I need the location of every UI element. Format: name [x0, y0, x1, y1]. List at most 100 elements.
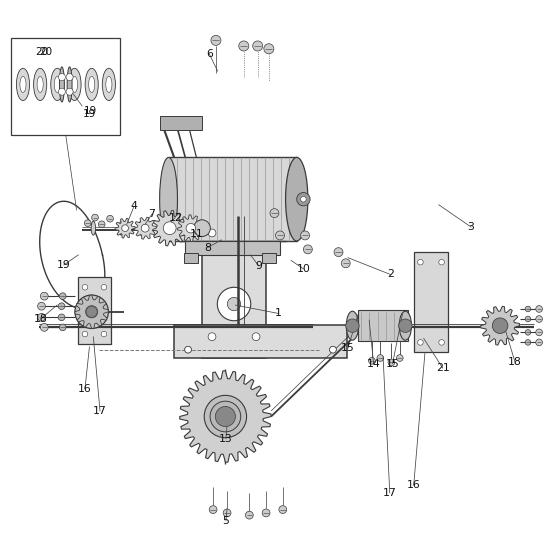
Circle shape [396, 354, 403, 361]
Circle shape [82, 332, 88, 337]
Text: 16: 16 [78, 384, 92, 394]
Polygon shape [75, 295, 109, 329]
Circle shape [301, 231, 310, 240]
Ellipse shape [346, 311, 358, 340]
Circle shape [525, 316, 531, 322]
Polygon shape [115, 218, 135, 238]
Ellipse shape [88, 76, 95, 92]
Circle shape [439, 339, 445, 345]
Circle shape [227, 297, 241, 311]
Text: 21: 21 [436, 363, 450, 373]
Circle shape [346, 319, 359, 333]
Ellipse shape [91, 221, 96, 235]
Polygon shape [152, 211, 188, 246]
Circle shape [141, 224, 149, 232]
Circle shape [59, 293, 66, 300]
Circle shape [40, 292, 48, 300]
Circle shape [297, 193, 310, 206]
Circle shape [262, 509, 270, 517]
Ellipse shape [37, 76, 43, 92]
Circle shape [66, 88, 73, 95]
Circle shape [439, 259, 445, 265]
Circle shape [86, 306, 97, 318]
Ellipse shape [54, 76, 60, 92]
Text: 17: 17 [383, 488, 396, 498]
Text: 19: 19 [83, 109, 96, 119]
Text: 20: 20 [40, 47, 53, 57]
Text: 15: 15 [341, 343, 355, 353]
Bar [11, 38, 120, 135]
Circle shape [207, 398, 244, 436]
Circle shape [216, 407, 235, 427]
Text: 19: 19 [57, 260, 71, 270]
Text: 7: 7 [148, 209, 155, 220]
Text: 19: 19 [84, 106, 97, 116]
Text: 4: 4 [130, 202, 137, 212]
Circle shape [58, 303, 65, 310]
Text: 20: 20 [35, 47, 48, 57]
Circle shape [245, 511, 253, 519]
Text: 13: 13 [219, 434, 233, 444]
Text: 14: 14 [367, 358, 380, 368]
Ellipse shape [59, 67, 64, 102]
Circle shape [264, 44, 274, 54]
Ellipse shape [20, 76, 26, 92]
Circle shape [330, 346, 336, 353]
Circle shape [399, 319, 412, 333]
Bar [78, 277, 111, 344]
Text: 11: 11 [189, 229, 203, 239]
Circle shape [185, 346, 192, 353]
Circle shape [252, 333, 260, 340]
Circle shape [164, 222, 176, 235]
Text: 18: 18 [34, 314, 47, 324]
Text: 6: 6 [206, 49, 213, 59]
Text: 18: 18 [508, 357, 522, 367]
Bar [202, 216, 266, 358]
Circle shape [418, 339, 423, 345]
Circle shape [58, 314, 65, 321]
Circle shape [276, 231, 284, 240]
Ellipse shape [68, 68, 81, 100]
Ellipse shape [16, 68, 30, 100]
Circle shape [122, 225, 128, 231]
Circle shape [368, 357, 375, 364]
Bar [358, 310, 408, 341]
Text: 10: 10 [296, 264, 310, 274]
Ellipse shape [72, 76, 78, 92]
Text: 2: 2 [387, 269, 394, 279]
Bar [174, 325, 347, 358]
Circle shape [525, 339, 531, 345]
Circle shape [493, 319, 507, 333]
Circle shape [301, 197, 306, 202]
Text: 8: 8 [204, 242, 211, 253]
Circle shape [86, 306, 98, 318]
Ellipse shape [119, 221, 123, 235]
Circle shape [101, 332, 107, 337]
Circle shape [209, 506, 217, 514]
Circle shape [59, 324, 66, 331]
Polygon shape [180, 371, 271, 462]
Polygon shape [480, 306, 520, 345]
Circle shape [66, 73, 73, 81]
Circle shape [341, 259, 350, 268]
Circle shape [536, 339, 543, 346]
Ellipse shape [67, 67, 72, 102]
Ellipse shape [102, 68, 115, 100]
Circle shape [194, 220, 211, 236]
Ellipse shape [160, 157, 178, 241]
Circle shape [92, 214, 99, 221]
Circle shape [536, 306, 543, 312]
Ellipse shape [286, 157, 308, 241]
Circle shape [82, 284, 88, 290]
Bar [184, 253, 198, 263]
Circle shape [388, 359, 395, 366]
Circle shape [377, 354, 384, 361]
Circle shape [536, 329, 543, 336]
Ellipse shape [85, 68, 98, 100]
Bar [185, 241, 280, 255]
Text: 17: 17 [93, 406, 107, 416]
Text: 12: 12 [169, 213, 182, 222]
Ellipse shape [51, 68, 64, 100]
Circle shape [418, 259, 423, 265]
Polygon shape [134, 217, 156, 239]
